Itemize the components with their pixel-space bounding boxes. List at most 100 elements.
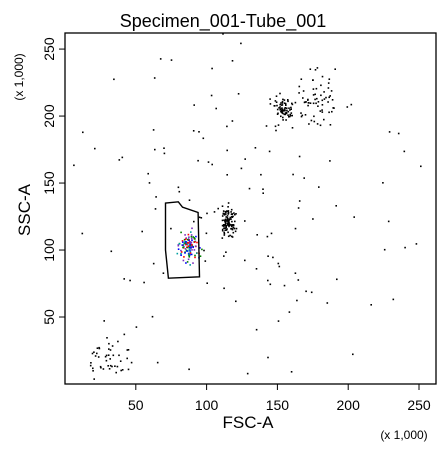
data-point — [332, 107, 334, 109]
data-point — [331, 99, 334, 101]
data-point — [284, 102, 287, 105]
data-point — [229, 218, 231, 220]
data-point — [126, 357, 128, 360]
data-point — [188, 368, 190, 371]
data-point — [277, 320, 280, 322]
data-point — [206, 282, 208, 284]
data-point — [225, 229, 228, 231]
data-point — [256, 234, 258, 236]
data-point — [234, 230, 237, 233]
data-point — [227, 235, 230, 238]
data-point — [81, 232, 84, 235]
data-point — [92, 370, 94, 372]
data-point — [111, 345, 114, 347]
data-point — [184, 248, 187, 250]
data-point — [315, 87, 318, 90]
data-point — [109, 358, 111, 360]
data-point — [104, 355, 107, 358]
data-point — [310, 291, 313, 294]
data-point — [254, 147, 257, 149]
data-point — [228, 223, 231, 226]
data-point — [73, 164, 75, 167]
data-point — [186, 250, 188, 252]
data-point — [313, 120, 316, 123]
data-point — [312, 94, 315, 96]
data-point — [294, 227, 297, 230]
data-point — [188, 239, 190, 242]
data-point — [303, 177, 305, 179]
data-point — [189, 251, 192, 253]
data-point — [225, 251, 227, 253]
data-point — [202, 137, 205, 140]
data-point — [194, 256, 196, 259]
data-point — [313, 115, 315, 118]
data-point — [229, 216, 232, 219]
data-point — [107, 365, 109, 367]
data-point — [190, 235, 193, 238]
data-point — [162, 272, 165, 274]
data-point — [225, 219, 227, 222]
data-point — [111, 365, 113, 368]
data-point — [279, 92, 281, 95]
data-point — [180, 252, 182, 255]
data-point — [280, 108, 282, 110]
gate-polygon[interactable] — [164, 201, 201, 279]
data-point — [321, 111, 324, 113]
data-point — [113, 78, 115, 81]
data-point — [260, 173, 262, 176]
data-point — [184, 234, 186, 236]
data-point — [196, 252, 198, 254]
data-point — [305, 101, 307, 103]
data-point — [147, 172, 149, 175]
data-point — [329, 160, 331, 162]
data-point — [235, 300, 237, 303]
data-point — [284, 107, 286, 109]
data-point — [176, 252, 179, 255]
data-point — [223, 214, 226, 216]
data-point — [222, 210, 225, 212]
data-point — [282, 112, 284, 115]
data-point — [323, 91, 325, 93]
data-point — [224, 229, 226, 231]
data-point — [155, 196, 157, 198]
data-point — [193, 220, 195, 223]
data-point — [207, 161, 210, 163]
data-point — [227, 211, 230, 213]
data-point — [99, 365, 102, 368]
data-point — [215, 107, 217, 110]
data-point — [290, 108, 292, 110]
data-point — [308, 123, 310, 125]
data-point — [255, 268, 258, 270]
data-point — [188, 256, 191, 258]
data-point — [289, 109, 291, 111]
data-point — [323, 98, 326, 100]
data-point — [233, 227, 236, 230]
data-point — [105, 359, 108, 362]
data-point — [227, 210, 230, 212]
data-point — [290, 112, 293, 114]
data-point — [353, 216, 355, 218]
data-point — [312, 102, 315, 105]
data-point — [226, 220, 228, 223]
data-point — [335, 205, 337, 207]
data-point — [328, 78, 331, 80]
data-point — [223, 231, 225, 234]
data-point — [279, 103, 281, 106]
data-point — [91, 352, 94, 355]
data-point — [279, 106, 281, 108]
data-point — [141, 230, 143, 233]
data-point — [195, 235, 197, 238]
data-point — [222, 213, 225, 215]
data-point — [314, 98, 316, 101]
data-point — [307, 99, 309, 101]
data-point — [230, 213, 233, 216]
data-point — [230, 225, 233, 228]
data-point — [267, 356, 269, 359]
data-point — [222, 33, 224, 35]
data-point — [178, 190, 181, 193]
data-point — [92, 367, 94, 370]
data-point — [105, 354, 108, 357]
data-point — [89, 364, 92, 367]
data-point — [188, 236, 190, 238]
data-point — [244, 220, 246, 222]
